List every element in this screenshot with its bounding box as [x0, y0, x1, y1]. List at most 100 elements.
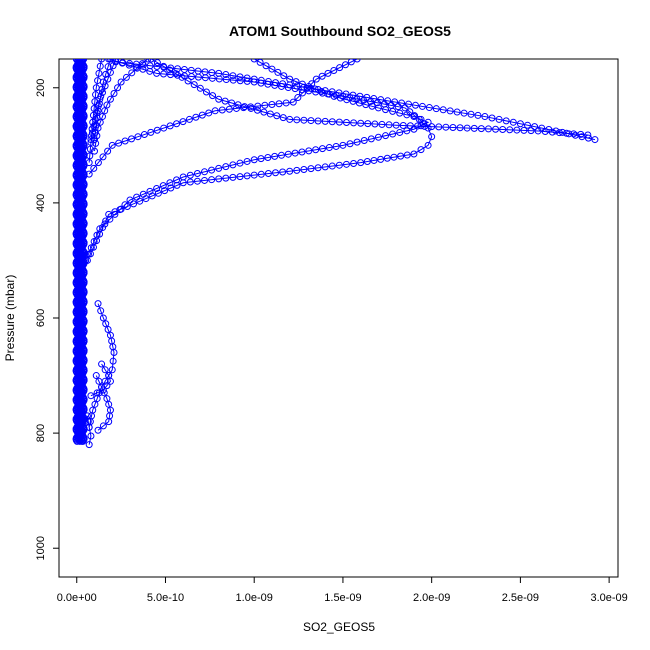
series-point: [209, 92, 217, 100]
series-point: [271, 81, 279, 89]
series-point: [104, 63, 112, 71]
series-point: [196, 84, 204, 92]
series-point: [294, 94, 302, 102]
series-point: [274, 68, 282, 76]
series-point: [484, 125, 492, 133]
series-point: [382, 132, 390, 140]
series-point: [403, 127, 411, 135]
series-point: [318, 145, 326, 153]
series-point: [215, 175, 223, 183]
series-point: [374, 133, 382, 141]
x-tick-label: 5.0e-10: [147, 592, 184, 604]
series-point: [192, 113, 200, 121]
series-point: [140, 131, 148, 139]
series-point: [520, 126, 528, 134]
series-point: [160, 62, 168, 70]
series-point: [460, 109, 468, 117]
series-3: [83, 59, 436, 264]
series-point: [110, 349, 118, 357]
series-point: [160, 70, 168, 78]
series-point: [363, 158, 371, 166]
series-point: [368, 102, 376, 110]
series-point: [144, 59, 152, 63]
series-9: [85, 300, 118, 431]
series-point: [109, 62, 117, 70]
series-point: [591, 136, 599, 144]
series-point: [477, 125, 485, 133]
series-point: [305, 87, 313, 95]
series-point: [350, 159, 358, 167]
series-line: [151, 59, 588, 136]
series-point: [336, 94, 344, 102]
series-point: [424, 141, 432, 149]
series-point: [453, 108, 461, 116]
series-point: [279, 114, 287, 122]
series-point: [87, 432, 95, 440]
series-point: [236, 159, 244, 167]
series-point: [324, 69, 332, 77]
y-axis: 200 400 600 800 1000: [35, 79, 60, 560]
series-point: [88, 129, 96, 137]
series-point: [94, 300, 102, 308]
series-point: [94, 102, 102, 110]
series-point: [225, 105, 233, 113]
series-point: [91, 115, 99, 123]
series-point: [132, 63, 140, 71]
series-point: [222, 174, 230, 182]
series-point: [324, 90, 332, 98]
series-point: [104, 75, 112, 83]
series-point: [424, 118, 432, 126]
series-point: [253, 106, 261, 114]
series-point: [153, 69, 161, 77]
series-point: [128, 135, 136, 143]
series-point: [243, 172, 251, 180]
series-point: [286, 115, 294, 123]
series-point: [112, 59, 120, 63]
series-point: [98, 89, 106, 97]
series-point: [506, 126, 514, 134]
series-point: [278, 82, 286, 90]
series-point: [138, 60, 146, 68]
series-point: [488, 114, 496, 122]
series-point: [312, 75, 320, 83]
series-point: [264, 80, 272, 88]
series-point: [307, 117, 315, 125]
series-point: [396, 109, 404, 117]
series-point: [343, 96, 351, 104]
series-point: [257, 170, 265, 178]
series-point: [342, 119, 350, 127]
series-point: [118, 59, 126, 67]
series-point: [99, 386, 107, 394]
series-point: [85, 170, 93, 178]
series-point: [202, 88, 210, 96]
series-point: [392, 121, 400, 129]
near-zero-profiles: [72, 59, 88, 445]
x-tick-label: 2.0e-09: [413, 592, 450, 604]
series-point: [215, 75, 223, 83]
series-point: [92, 372, 100, 380]
series-point: [456, 124, 464, 132]
series-point: [122, 73, 130, 81]
series-point: [570, 130, 578, 138]
series-point: [146, 187, 154, 195]
series-point: [325, 144, 333, 152]
series-point: [201, 74, 209, 82]
series-point: [410, 125, 418, 133]
series-point: [257, 79, 265, 87]
series-point: [405, 100, 413, 108]
series-line: [86, 415, 92, 445]
series-point: [99, 314, 107, 322]
series-point: [291, 85, 299, 93]
series-point: [130, 200, 138, 208]
series-point: [268, 101, 276, 109]
series-point: [396, 128, 404, 136]
series-point: [499, 126, 507, 134]
series-point: [186, 171, 194, 179]
y-tick-label: 400: [35, 194, 47, 212]
series-point: [492, 125, 500, 133]
series-point: [179, 173, 187, 181]
series-point: [90, 147, 98, 155]
series-point: [228, 99, 236, 107]
series-point: [106, 95, 114, 103]
series-point: [411, 101, 419, 109]
